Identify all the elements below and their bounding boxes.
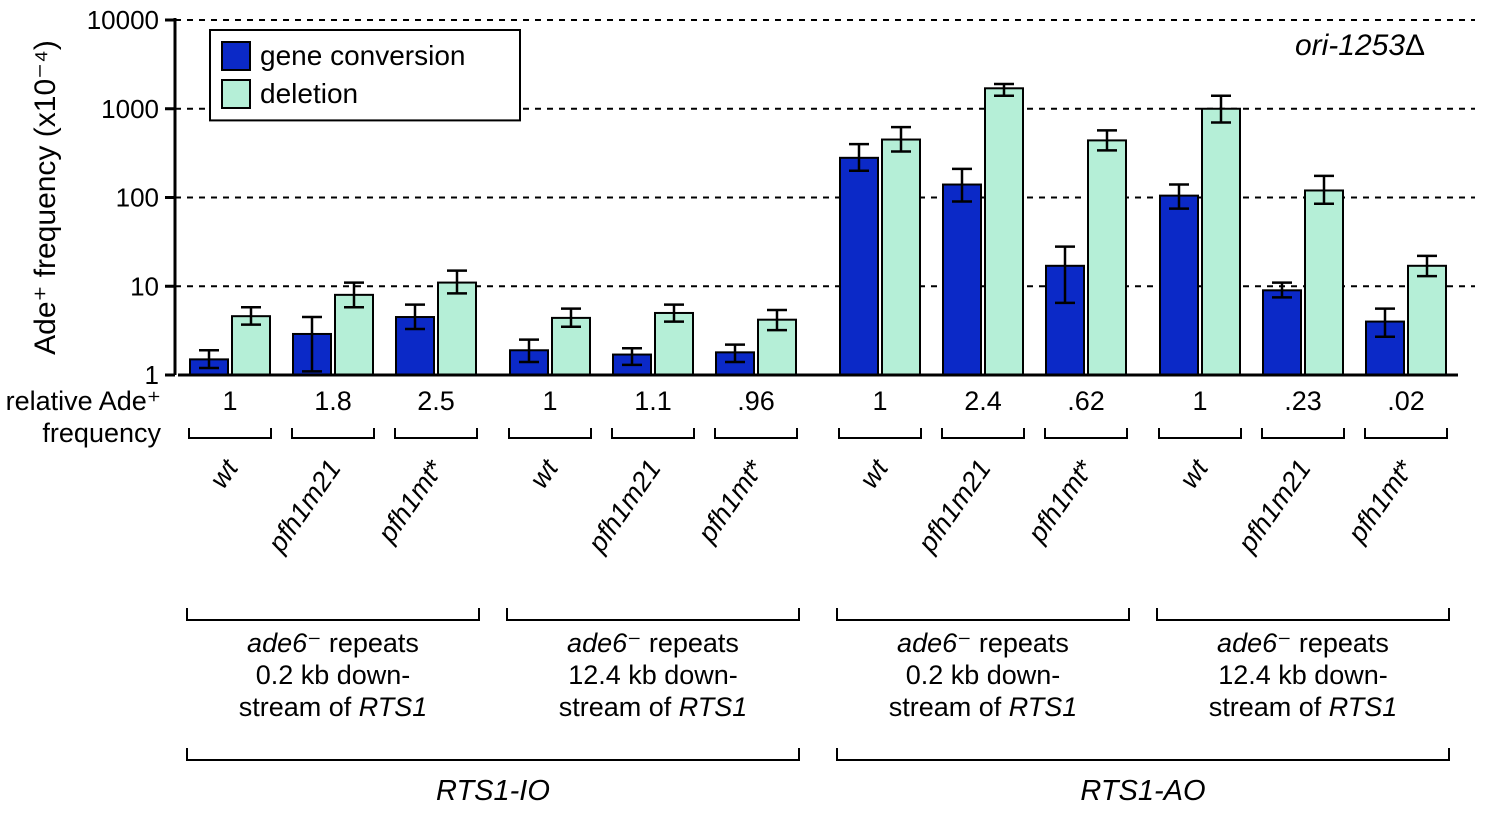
legend-label: deletion: [260, 78, 358, 109]
panel-label: ade6⁻ repeats: [1217, 628, 1389, 658]
relative-value: 1: [222, 386, 237, 416]
panel-label: 0.2 kb down-: [906, 660, 1061, 690]
y-tick-label: 1000: [101, 94, 159, 124]
bar-deletion: [882, 140, 920, 375]
bar-deletion: [1202, 109, 1240, 375]
relative-value: 1.8: [314, 386, 352, 416]
legend-swatch: [222, 80, 250, 108]
relative-value: 2.4: [964, 386, 1002, 416]
bar-gene-conversion: [840, 158, 878, 375]
relative-value: 1: [872, 386, 887, 416]
relative-value: .23: [1284, 386, 1322, 416]
panel-label: stream of RTS1: [889, 692, 1078, 722]
bar-deletion: [1088, 140, 1126, 375]
relative-value: .96: [737, 386, 775, 416]
bar-gene-conversion: [1263, 290, 1301, 375]
super-panel-label: RTS1-IO: [436, 775, 550, 807]
relative-value: 1: [542, 386, 557, 416]
y-tick-label: 10: [130, 271, 159, 301]
y-tick-label: 100: [116, 183, 159, 213]
panel-label: 12.4 kb down-: [568, 660, 738, 690]
relative-ade-label: relative Ade⁺: [6, 386, 161, 416]
relative-value: .62: [1067, 386, 1105, 416]
panel-label: stream of RTS1: [559, 692, 748, 722]
y-axis-label: Ade⁺ frequency (x10⁻⁴): [29, 40, 62, 355]
bar-deletion: [1305, 190, 1343, 375]
relative-value: 2.5: [417, 386, 455, 416]
bar-deletion: [1408, 266, 1446, 375]
panel-label: ade6⁻ repeats: [897, 628, 1069, 658]
bar-deletion: [438, 283, 476, 375]
relative-value: .02: [1387, 386, 1425, 416]
panel-label: 12.4 kb down-: [1218, 660, 1388, 690]
legend-swatch: [222, 42, 250, 70]
legend-label: gene conversion: [260, 40, 465, 71]
super-panel-label: RTS1-AO: [1080, 775, 1205, 807]
panel-label: ade6⁻ repeats: [567, 628, 739, 658]
bar-gene-conversion: [1160, 196, 1198, 375]
relative-ade-label: frequency: [42, 418, 161, 448]
ade-frequency-chart: 1 10 100 1000 10000 Ade⁺ frequency (x10⁻⁴) rel…: [0, 0, 1500, 829]
bar-deletion: [985, 88, 1023, 375]
ori-annotation: ori-1253Δ: [1295, 29, 1425, 62]
panel-label: ade6⁻ repeats: [247, 628, 419, 658]
legend: gene conversion deletion: [210, 30, 520, 120]
panel-label: 0.2 kb down-: [256, 660, 411, 690]
y-tick-label: 10000: [87, 5, 159, 35]
panel-label: stream of RTS1: [1209, 692, 1398, 722]
relative-value: 1: [1192, 386, 1207, 416]
relative-value: 1.1: [634, 386, 672, 416]
bar-gene-conversion: [943, 185, 981, 375]
panel-label: stream of RTS1: [239, 692, 428, 722]
